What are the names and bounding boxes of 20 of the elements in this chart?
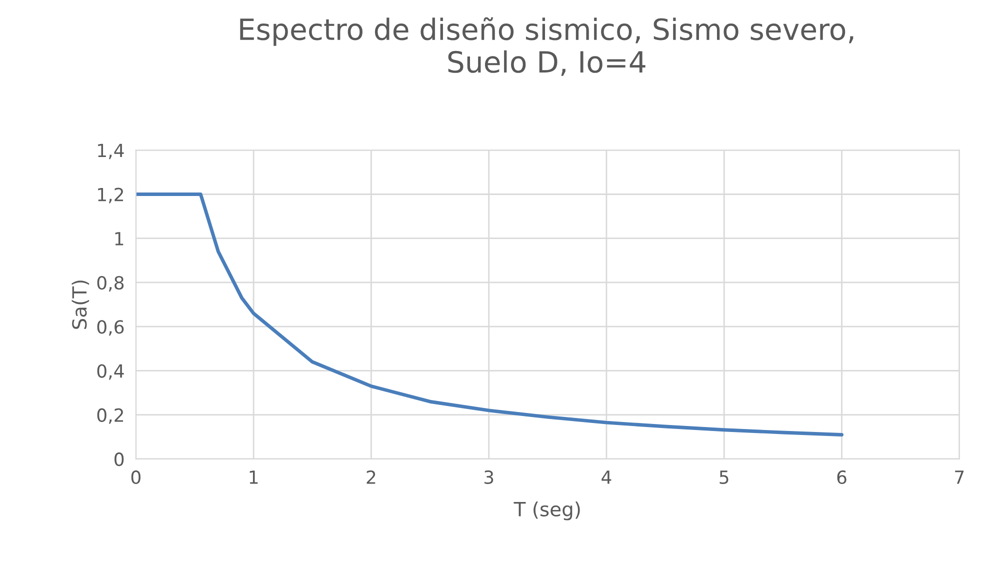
- y-tick-label: 0,4: [97, 364, 124, 380]
- x-tick-label: 4: [602, 470, 612, 484]
- y-tick-label: 0,6: [97, 320, 124, 336]
- y-axis-title: Sa(T): [72, 280, 90, 329]
- x-tick-label: 5: [720, 470, 728, 484]
- x-tick-label: 7: [955, 470, 964, 484]
- y-tick-label: 0: [114, 452, 124, 466]
- y-tick-label: 1: [115, 232, 124, 246]
- y-tick-label: 1,2: [98, 188, 124, 204]
- x-axis-title: T (seg): [514, 501, 580, 520]
- y-tick-label: 0,8: [97, 276, 124, 292]
- chart-title: Espectro de diseño sismico, Sismo severo, Suelo D, Io=4: [240, 17, 854, 76]
- x-tick-label: 6: [837, 470, 846, 484]
- x-tick-label: 0: [131, 470, 140, 484]
- x-tick-label: 3: [484, 470, 494, 484]
- x-tick-label: 2: [366, 470, 376, 484]
- y-tick-label: 0,2: [97, 408, 124, 424]
- y-tick-label: 1,4: [98, 144, 124, 160]
- line-series: [136, 192, 844, 436]
- x-tick-label: 1: [250, 470, 258, 484]
